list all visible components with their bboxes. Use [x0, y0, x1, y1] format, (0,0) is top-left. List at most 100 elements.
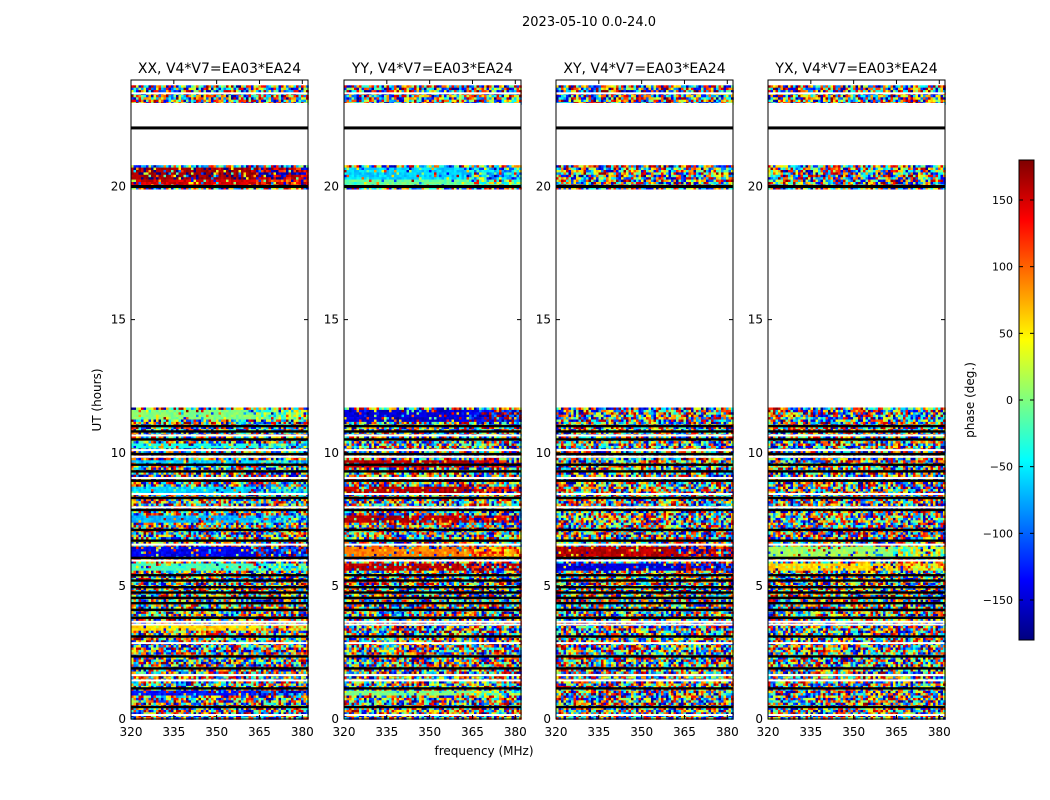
flagged-row	[131, 470, 308, 472]
gap-row	[131, 456, 308, 458]
flagged-row	[768, 574, 945, 576]
x-tick-label: 365	[885, 725, 908, 739]
flagged-row	[768, 480, 945, 482]
flagged-row	[556, 557, 733, 559]
flagged-row	[556, 667, 733, 669]
x-tick-label: 380	[291, 725, 314, 739]
colorbar-tick-label: 150	[992, 194, 1013, 207]
y-tick-label: 15	[536, 313, 551, 327]
gap-row	[768, 623, 945, 625]
flagged-row	[344, 617, 521, 619]
gap-row	[344, 714, 521, 716]
gap-row	[344, 477, 521, 479]
flagged-row	[768, 529, 945, 531]
gap-row	[344, 506, 521, 508]
gap-row	[556, 560, 733, 562]
flagged-row	[344, 438, 521, 440]
colorbar-tick-label: 100	[992, 261, 1013, 274]
gap-row	[344, 434, 521, 436]
flagged-row	[556, 655, 733, 657]
flagged-row	[556, 480, 733, 482]
gap-row	[131, 674, 308, 676]
flagged-row	[556, 453, 733, 455]
y-tick-label: 5	[331, 579, 339, 593]
x-tick-label: 350	[842, 725, 865, 739]
flagged-row	[768, 453, 945, 455]
panel-title: YX, V4*V7=EA03*EA24	[774, 61, 937, 77]
y-tick-label: 20	[111, 180, 126, 194]
gap-row	[131, 560, 308, 562]
gap-row	[344, 560, 521, 562]
flagged-row	[131, 539, 308, 541]
flagged-row	[768, 430, 945, 432]
flagged-row	[556, 430, 733, 432]
gap-row	[556, 103, 733, 105]
flagged-row	[344, 591, 521, 593]
flagged-row	[131, 464, 308, 466]
flagged-row	[556, 464, 733, 466]
gap-row	[768, 131, 945, 133]
flagged-row	[768, 667, 945, 669]
y-tick-label: 10	[748, 446, 763, 460]
flagged-row	[344, 425, 521, 427]
flagged-row	[131, 579, 308, 581]
flagged-row	[131, 586, 308, 588]
flagged-row	[344, 602, 521, 604]
x-tick-label: 335	[587, 725, 610, 739]
flagged-row	[131, 425, 308, 427]
gap-row	[344, 135, 521, 137]
gap-row	[556, 493, 733, 495]
flagged-row	[344, 609, 521, 611]
flagged-row	[556, 470, 733, 472]
panel-title: XY, V4*V7=EA03*EA24	[563, 61, 725, 77]
flagged-row	[131, 574, 308, 576]
flagged-row	[768, 635, 945, 637]
gap-row	[768, 679, 945, 681]
gap-row	[556, 674, 733, 676]
colorbar-tick-label: −150	[983, 594, 1013, 607]
flagged-row	[556, 635, 733, 637]
figure-suptitle: 2023-05-10 0.0-24.0	[522, 15, 656, 30]
flagged-row	[556, 529, 733, 531]
flagged-row	[768, 609, 945, 611]
flagged-row	[131, 706, 308, 708]
flagged-row	[768, 586, 945, 588]
gap-row	[556, 477, 733, 479]
flagged-row	[556, 539, 733, 541]
gap-row	[344, 621, 521, 623]
flagged-row	[556, 687, 733, 689]
gap-row	[556, 679, 733, 681]
flagged-row	[131, 480, 308, 482]
gap-row	[131, 103, 308, 105]
gap-row	[344, 103, 521, 105]
panel-title: YY, V4*V7=EA03*EA24	[351, 61, 513, 77]
flagged-row	[131, 557, 308, 559]
flagged-row	[768, 655, 945, 657]
gap-row	[556, 449, 733, 451]
gap-row	[344, 544, 521, 546]
flagged-row	[344, 480, 521, 482]
flagged-row	[131, 655, 308, 657]
flagged-row	[556, 586, 733, 588]
gap-row	[131, 434, 308, 436]
flagged-row	[556, 438, 733, 440]
flagged-row	[556, 509, 733, 511]
flagged-row	[768, 470, 945, 472]
gap-row	[768, 135, 945, 137]
flagged-row	[344, 579, 521, 581]
flag-line	[556, 126, 733, 129]
gap-row	[131, 131, 308, 133]
x-tick-label: 365	[248, 725, 271, 739]
x-axis-label: frequency (MHz)	[434, 744, 533, 758]
gap-row	[768, 621, 945, 623]
flagged-row	[768, 509, 945, 511]
gap-row	[768, 493, 945, 495]
flagged-row	[768, 602, 945, 604]
flagged-row	[131, 453, 308, 455]
flagged-row	[131, 529, 308, 531]
flagged-row	[344, 539, 521, 541]
gap-row	[131, 135, 308, 137]
y-tick-label: 10	[111, 446, 126, 460]
